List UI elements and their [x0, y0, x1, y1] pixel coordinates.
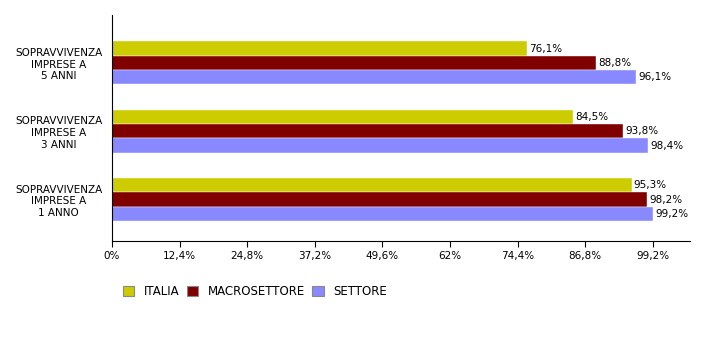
Text: 88,8%: 88,8%	[599, 58, 632, 68]
Legend: ITALIA, MACROSETTORE, SETTORE: ITALIA, MACROSETTORE, SETTORE	[118, 280, 392, 303]
Bar	[112, 192, 647, 207]
Text: 99,2%: 99,2%	[655, 209, 688, 219]
Text: 84,5%: 84,5%	[575, 112, 608, 122]
Text: 93,8%: 93,8%	[625, 126, 658, 136]
Text: 96,1%: 96,1%	[638, 72, 671, 82]
Bar	[112, 124, 623, 138]
Bar	[112, 178, 632, 192]
Text: 76,1%: 76,1%	[529, 43, 562, 54]
Text: 95,3%: 95,3%	[634, 180, 667, 190]
Text: 98,2%: 98,2%	[649, 195, 682, 205]
Bar	[112, 70, 636, 84]
Bar	[112, 56, 596, 70]
Text: 98,4%: 98,4%	[651, 140, 684, 151]
Bar	[112, 110, 572, 124]
Bar	[112, 138, 649, 153]
Bar	[112, 207, 653, 221]
Bar	[112, 41, 527, 56]
